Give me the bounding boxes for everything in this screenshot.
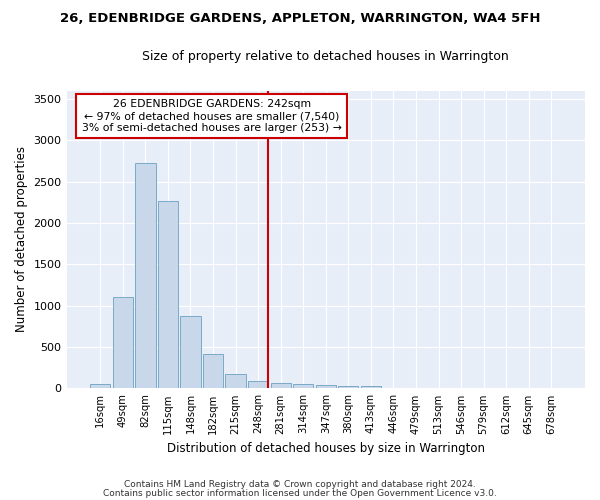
Bar — [203, 354, 223, 388]
Title: Size of property relative to detached houses in Warrington: Size of property relative to detached ho… — [142, 50, 509, 63]
Bar — [248, 381, 268, 388]
Bar — [316, 384, 336, 388]
Bar — [293, 384, 313, 388]
Text: Contains HM Land Registry data © Crown copyright and database right 2024.: Contains HM Land Registry data © Crown c… — [124, 480, 476, 489]
X-axis label: Distribution of detached houses by size in Warrington: Distribution of detached houses by size … — [167, 442, 485, 455]
Text: Contains public sector information licensed under the Open Government Licence v3: Contains public sector information licen… — [103, 488, 497, 498]
Bar — [113, 298, 133, 388]
Bar — [271, 382, 291, 388]
Bar — [90, 384, 110, 388]
Text: 26 EDENBRIDGE GARDENS: 242sqm
← 97% of detached houses are smaller (7,540)
3% of: 26 EDENBRIDGE GARDENS: 242sqm ← 97% of d… — [82, 100, 341, 132]
Bar — [181, 316, 200, 388]
Bar — [226, 374, 246, 388]
Bar — [361, 386, 381, 388]
Text: 26, EDENBRIDGE GARDENS, APPLETON, WARRINGTON, WA4 5FH: 26, EDENBRIDGE GARDENS, APPLETON, WARRIN… — [60, 12, 540, 26]
Bar — [135, 164, 155, 388]
Y-axis label: Number of detached properties: Number of detached properties — [15, 146, 28, 332]
Bar — [338, 386, 358, 388]
Bar — [158, 200, 178, 388]
